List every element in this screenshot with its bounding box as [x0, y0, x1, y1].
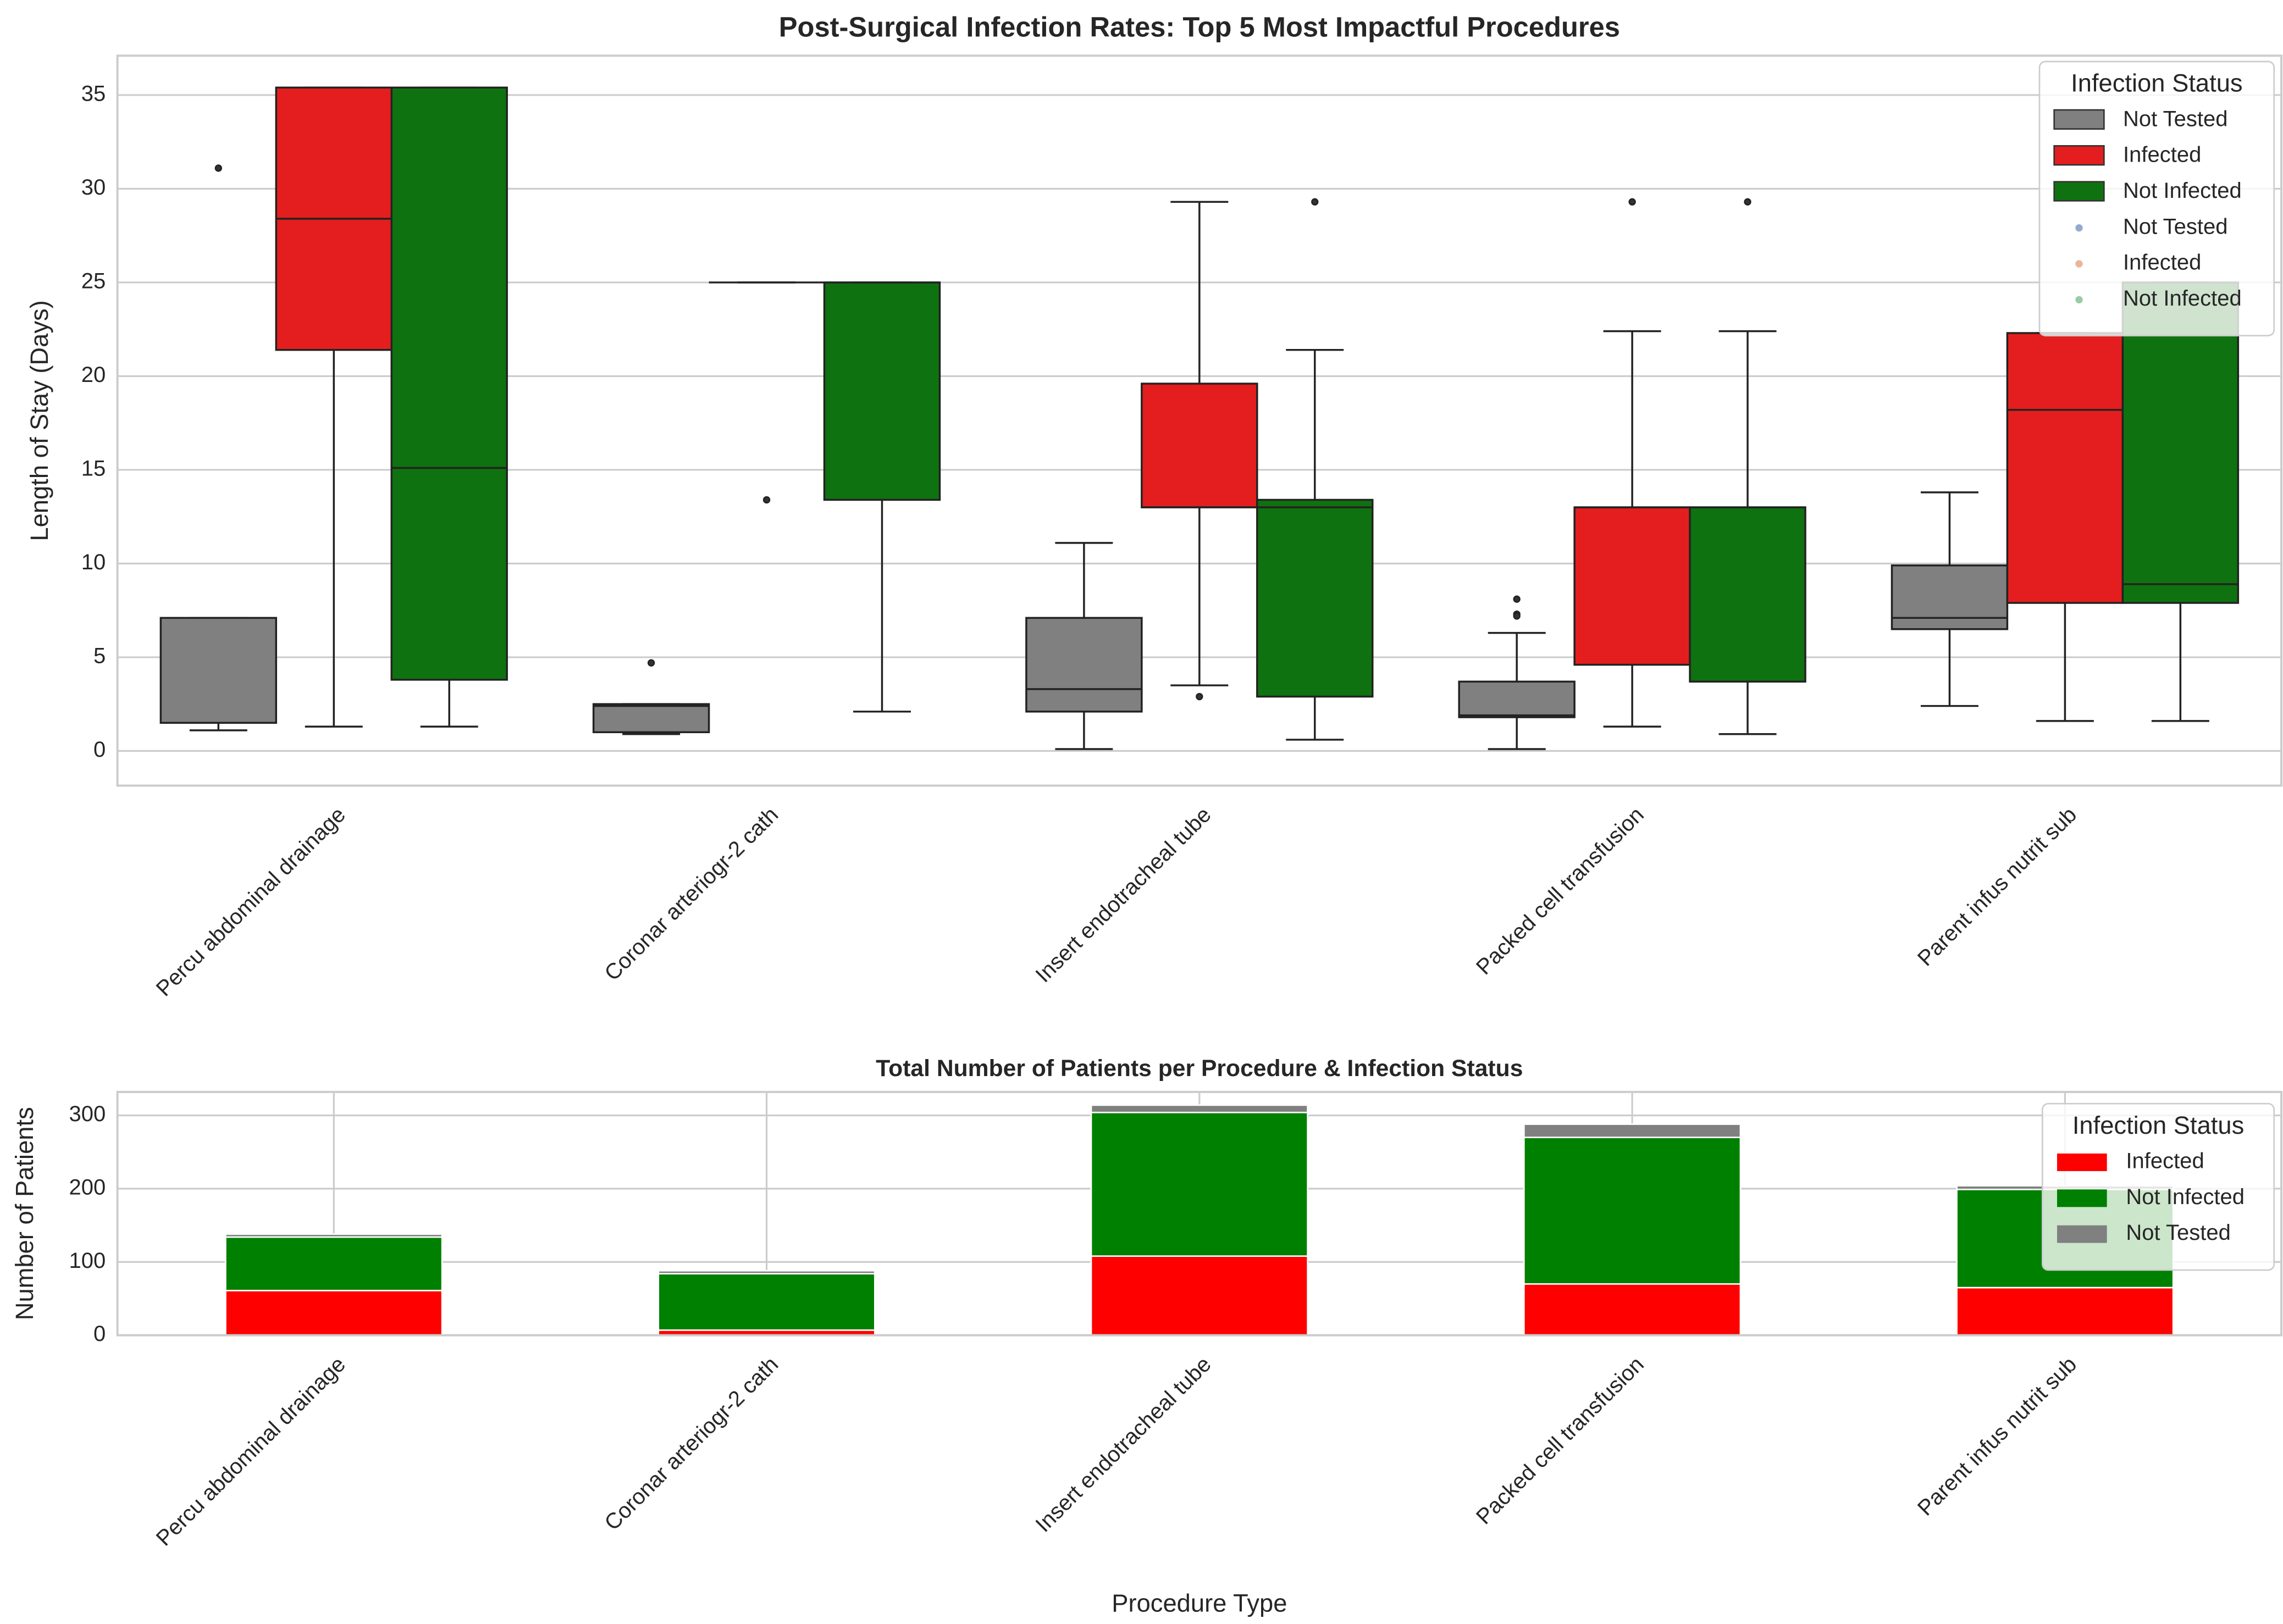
box: [1573, 506, 1691, 666]
outlier: [1628, 198, 1636, 206]
x-tick-label: Packed cell transfusion: [1472, 802, 1649, 979]
legend-title: Infection Status: [2071, 69, 2242, 97]
box: [1458, 680, 1576, 718]
y-tick-label: 15: [81, 456, 106, 480]
legend-swatch: [2053, 145, 2105, 166]
legend-marker: [2075, 224, 2083, 232]
x-tick-label: Parent infus nutrit sub: [1913, 802, 2081, 971]
outlier: [1513, 595, 1521, 603]
legend-swatch: [2057, 1225, 2107, 1243]
legend-swatch: [2057, 1189, 2107, 1207]
box: [1141, 383, 1258, 508]
y-tick-label: 100: [69, 1249, 106, 1273]
bar-segment: [225, 1233, 443, 1238]
legend-label: Not Tested: [2123, 214, 2228, 239]
x-tick-label: Insert endotracheal tube: [1031, 1352, 1216, 1537]
outlier: [214, 164, 222, 172]
y-tick-label: 0: [93, 738, 106, 762]
bar-segment: [1090, 1111, 1309, 1257]
legend-label: Infected: [2126, 1149, 2204, 1173]
bar-segment: [657, 1273, 876, 1331]
outlier: [1311, 198, 1319, 206]
box: [159, 617, 278, 724]
x-tick-label: Packed cell transfusion: [1472, 1352, 1649, 1529]
chart-title: Post-Surgical Infection Rates: Top 5 Mos…: [779, 12, 1620, 43]
outlier: [647, 659, 655, 667]
x-tick-label: Percu abdominal drainage: [152, 802, 350, 1001]
y-axis-label: Length of Stay (Days): [25, 300, 53, 541]
box: [592, 703, 710, 734]
box: [823, 281, 941, 501]
legend-label: Not Infected: [2123, 286, 2242, 311]
legend-label: Not Infected: [2123, 179, 2242, 203]
legend-swatch: [2053, 181, 2105, 202]
box: [1890, 564, 2009, 630]
y-tick-label: 5: [93, 644, 106, 668]
x-tick-label: Insert endotracheal tube: [1031, 802, 1216, 987]
bar-segment: [1523, 1123, 1742, 1138]
legend-label: Not Tested: [2123, 107, 2228, 131]
bar-segment: [1090, 1104, 1309, 1113]
legend-box: [2038, 60, 2275, 337]
y-tick-label: 20: [81, 363, 106, 387]
chart-title: Total Number of Patients per Procedure &…: [876, 1055, 1523, 1082]
legend-label: Infected: [2123, 143, 2201, 167]
y-axis-label: Number of Patients: [10, 1107, 38, 1320]
bar-segment: [1523, 1283, 1742, 1336]
y-tick-label: 10: [81, 550, 106, 574]
y-tick-label: 30: [81, 175, 106, 199]
x-axis-label: Procedure Type: [1112, 1589, 1287, 1617]
outlier: [1196, 692, 1203, 701]
box: [1256, 498, 1374, 698]
x-tick-label: Parent infus nutrit sub: [1913, 1352, 2081, 1520]
bar-segment: [657, 1270, 876, 1274]
box: [1689, 506, 1806, 683]
legend-label: Infected: [2123, 251, 2201, 275]
bar-segment: [1090, 1255, 1309, 1336]
outlier: [1513, 612, 1521, 620]
y-tick-label: 35: [81, 82, 106, 106]
bar-segment: [225, 1289, 443, 1336]
plot-frame: [116, 54, 2283, 787]
y-tick-label: 200: [69, 1175, 106, 1199]
legend-label: Not Tested: [2126, 1221, 2231, 1245]
outlier: [762, 496, 771, 504]
bar-segment: [1956, 1287, 2174, 1336]
legend-label: Not Infected: [2126, 1185, 2245, 1209]
plot-frame: [116, 1090, 2283, 1337]
x-tick-label: Percu abdominal drainage: [152, 1352, 350, 1550]
box: [1025, 617, 1143, 713]
box: [2006, 332, 2124, 604]
bar-segment: [1523, 1137, 1742, 1285]
y-tick-label: 25: [81, 269, 106, 293]
y-tick-label: 0: [93, 1322, 106, 1346]
legend-swatch: [2057, 1153, 2107, 1171]
bar-segment: [225, 1236, 443, 1292]
legend-title: Infection Status: [2072, 1111, 2244, 1139]
legend-marker: [2075, 260, 2083, 268]
x-tick-label: Coronar arteriogr-2 cath: [600, 802, 783, 985]
legend-swatch: [2053, 109, 2105, 130]
y-tick-label: 300: [69, 1102, 106, 1126]
legend-marker: [2075, 296, 2083, 304]
outlier: [1744, 198, 1751, 206]
x-tick-label: Coronar arteriogr-2 cath: [600, 1352, 783, 1535]
box: [390, 86, 508, 681]
